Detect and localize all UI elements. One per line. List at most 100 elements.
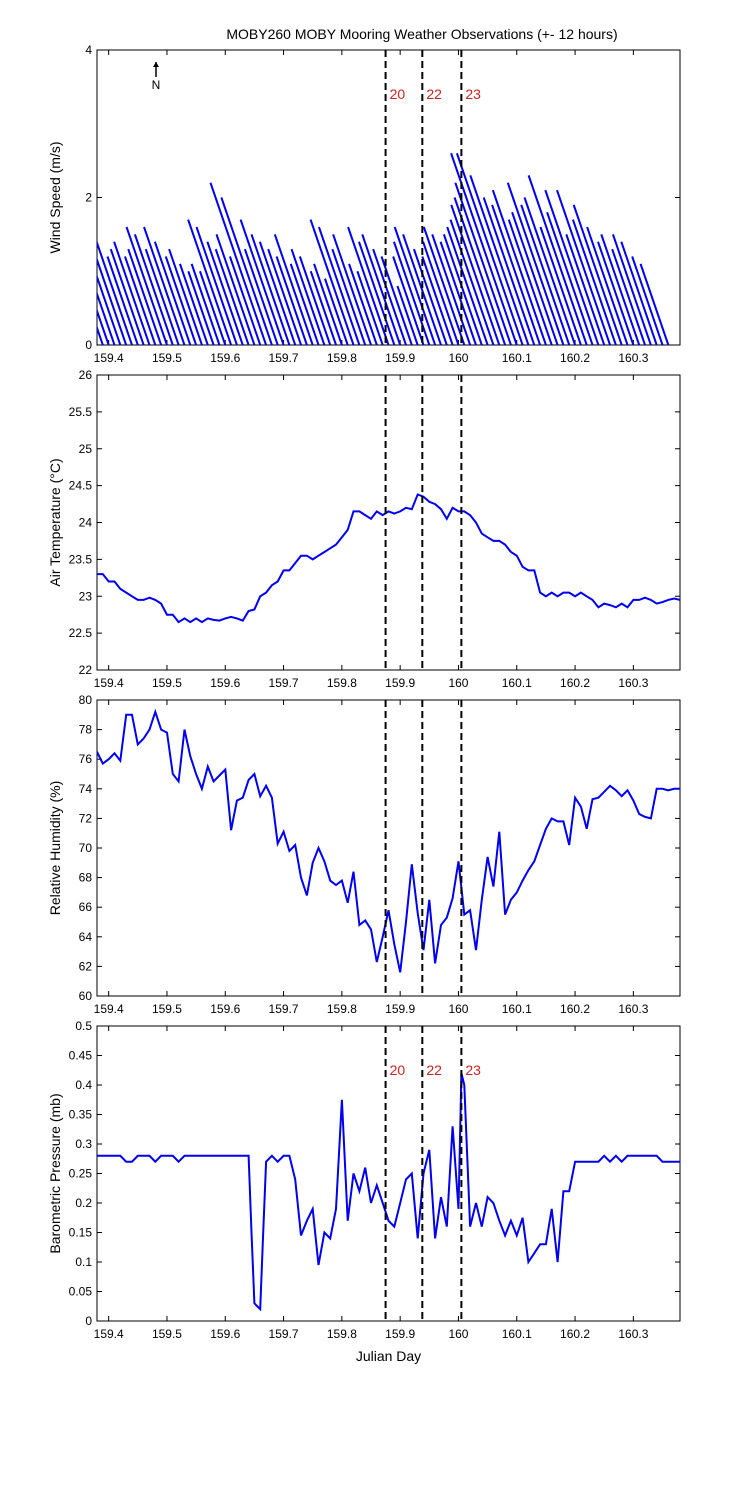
wind-stick [455,152,524,345]
y-axis-label: Air Temperature (°C) [47,458,63,586]
x-tick-label: 160.2 [560,1327,590,1341]
wind-stick [179,263,209,345]
wind-stick [125,226,168,345]
wind-stick [402,234,442,345]
wind-stick [187,219,233,345]
cast-marker-label: 20 [390,1062,406,1078]
x-tick-label: 160.1 [502,676,532,690]
wind-stick [413,248,448,345]
y-tick-label: 80 [79,693,93,707]
y-tick-label: 4 [85,43,92,57]
x-tick-label: 159.8 [327,351,357,365]
wind-stick [446,226,489,345]
wind-stick [215,234,256,345]
wind-stick [396,285,419,345]
wind-stick [97,241,133,345]
wind-stick [421,256,454,345]
wind-stick [250,234,291,345]
x-tick-label: 159.8 [327,1002,357,1016]
cast-marker-label: 22 [426,1062,442,1078]
x-tick-label: 160 [448,1327,468,1341]
y-tick-label: 25 [79,442,93,456]
x-tick-label: 159.6 [210,1002,240,1016]
wind-stick [298,256,332,345]
wind-stick [214,248,250,345]
x-tick-label: 159.4 [94,1002,124,1016]
wind-stick [313,263,343,345]
wind-stick [546,211,594,345]
wind-stick [106,256,139,345]
wind-stick [289,263,320,345]
wind-stick [290,248,326,345]
x-tick-label: 159.5 [152,351,182,365]
x-tick-label: 160.3 [618,676,648,690]
x-tick-label: 159.7 [269,351,299,365]
wind-stick [309,219,355,345]
y-tick-label: 62 [79,959,93,973]
x-tick-label: 160.1 [502,1002,532,1016]
wind-stick [187,270,215,345]
panels: 159.4 159.5 159.6 159.7 159.8 159.9 160 160.1 16… [47,43,681,1364]
y-tick-label: 0.45 [69,1049,93,1063]
plot-area [97,493,680,624]
wind-stick [572,204,623,345]
panel-pressure: 159.4 159.5 159.6 159.7 159.8 159.9 160 160.1 16… [47,1019,681,1364]
y-axis-label: Wind Speed (m/s) [47,141,63,253]
wind-stick [239,219,285,345]
wind-stick [450,204,501,345]
wind-stick [331,248,367,345]
wind-stick [544,189,600,345]
y-tick-label: 0.3 [75,1137,92,1151]
x-axis-label: Julian Day [356,1348,421,1364]
north-arrowhead-icon [153,62,159,67]
wind-stick [199,270,227,345]
x-tick-label: 160.3 [618,1002,648,1016]
wind-stick [317,226,361,345]
series-line [97,1072,680,1312]
y-tick-label: 74 [79,782,93,796]
series-line [97,493,680,624]
plot-area [97,1072,680,1312]
plot-area [97,708,680,973]
y-tick-label: 2 [85,191,92,205]
wind-stick [631,256,664,345]
wind-stick [507,219,553,345]
cast-marker-label: 22 [426,86,442,102]
x-tick-label: 159.6 [210,351,240,365]
y-tick-label: 68 [79,871,93,885]
x-tick-label: 159.5 [152,1002,182,1016]
x-tick-label: 160.2 [560,676,590,690]
wind-stick [422,241,460,345]
wind-stick [491,204,542,345]
y-tick-label: 22 [79,663,93,677]
x-tick-label: 160 [448,1002,468,1016]
wind-stick [164,256,198,345]
x-tick-label: 159.7 [269,676,299,690]
wind-stick [332,234,372,345]
wind-stick [431,234,472,345]
y-tick-label: 22.5 [69,626,93,640]
wind-stick [228,256,262,345]
wind-stick [168,248,203,345]
panel-wind: 159.4 159.5 159.6 159.7 159.8 159.9 160 160.1 16… [47,43,681,365]
y-axis-label: Barometric Pressure (mb) [47,1093,63,1253]
wind-stick [506,182,565,345]
wind-stick [133,234,174,345]
figure-title: MOBY260 MOBY Mooring Weather Observation… [226,26,617,42]
north-label: N [152,78,161,92]
wind-stick [347,226,390,345]
wind-stick [454,182,512,345]
wind-stick [449,219,495,345]
x-tick-label: 159.4 [94,676,124,690]
wind-stick [273,234,314,345]
wind-stick [195,226,238,345]
cast-marker-label: 20 [390,86,406,102]
wind-stick [600,234,641,345]
series-line [97,708,680,973]
x-tick-label: 160.2 [560,1002,590,1016]
wind-stick [612,234,652,345]
y-axis-label: Relative Humidity (%) [47,781,63,916]
wind-stick [571,219,617,345]
x-tick-label: 159.9 [385,676,415,690]
